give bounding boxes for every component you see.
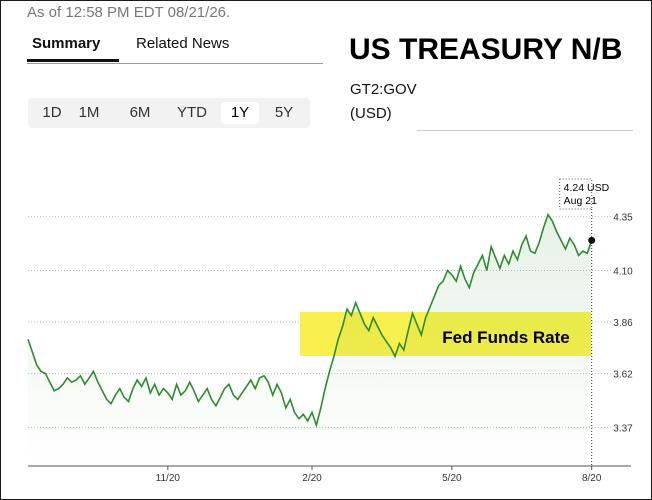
ticker: GT2:GOV: [350, 81, 417, 98]
as-of: As of 12:58 PM EDT 08/21/26.: [27, 4, 231, 21]
range-button[interactable]: 1M: [78, 104, 100, 121]
range-button[interactable]: YTD: [177, 104, 207, 121]
area: [28, 214, 592, 466]
tab-bar: Summary Related News: [27, 33, 323, 64]
x-tick-label: 11/20: [156, 473, 181, 484]
y-tick-label: 4.10: [613, 266, 633, 277]
last-point: [588, 236, 596, 244]
tooltip-box: [559, 178, 593, 210]
tab[interactable]: Summary: [32, 35, 101, 52]
divider: [417, 130, 633, 131]
tab-underline: [27, 59, 119, 62]
y-tick-label: 3.86: [613, 318, 633, 329]
tooltip-date: Aug 21: [564, 195, 597, 207]
range-selector: 1D 1M 6M YTD 1Y 5Y: [28, 98, 310, 128]
y-tick-label: 4.35: [613, 213, 633, 224]
tooltip-value: 4.24 USD: [564, 182, 610, 194]
price-line: [27, 212, 593, 428]
x-tick-label: 5/20: [442, 473, 462, 484]
title: US TREASURY N/B: [349, 33, 623, 66]
y-tick-label: 3.37: [613, 423, 633, 434]
currency: (USD): [350, 105, 392, 122]
annotation: Fed Funds Rate: [442, 328, 570, 347]
range-button[interactable]: 5Y: [274, 104, 294, 121]
range-button[interactable]: 1D: [42, 104, 62, 121]
x-tick-label: 8/20: [582, 473, 602, 484]
y-tick-label: 3.62: [613, 370, 633, 381]
x-tick-label: 2/20: [302, 473, 322, 484]
tab[interactable]: Related News: [136, 35, 230, 52]
range-button[interactable]: 1Y: [221, 102, 259, 124]
range-button[interactable]: 6M: [129, 104, 151, 121]
